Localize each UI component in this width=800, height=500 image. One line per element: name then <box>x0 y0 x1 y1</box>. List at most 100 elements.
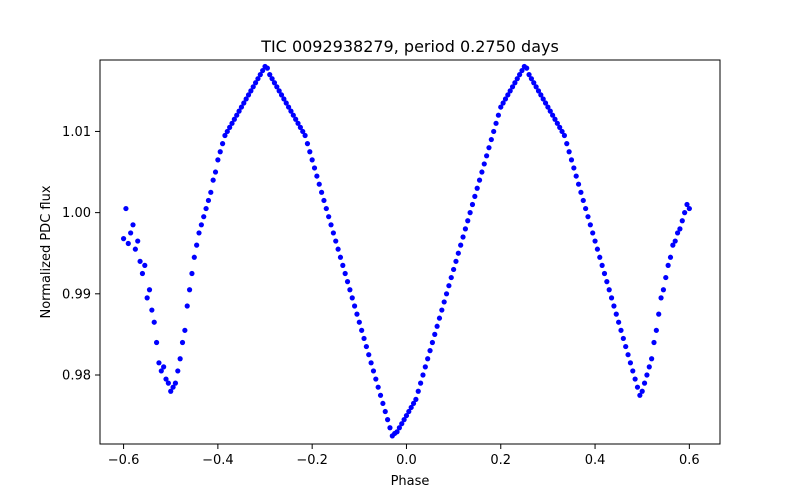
data-point <box>472 193 478 199</box>
y-tick-label: 0.99 <box>62 287 91 302</box>
data-point <box>616 319 622 325</box>
y-axis-label: Normalized PDC flux <box>39 185 54 318</box>
data-point <box>495 112 501 118</box>
data-point <box>135 238 141 244</box>
data-point <box>208 189 214 195</box>
data-point <box>146 287 153 293</box>
data-point <box>229 120 235 126</box>
data-point <box>559 128 565 135</box>
x-tick-label: 0.0 <box>396 453 417 468</box>
x-tick-label: −0.4 <box>202 453 234 468</box>
data-point <box>316 181 322 187</box>
data-point <box>486 145 492 151</box>
data-point <box>288 108 294 114</box>
y-tick-label: 0.98 <box>62 368 91 383</box>
data-point <box>314 173 320 179</box>
data-point <box>295 120 301 126</box>
data-point <box>342 270 348 277</box>
data-point <box>455 250 461 256</box>
data-point <box>177 356 183 362</box>
data-point <box>281 96 287 102</box>
data-point <box>611 303 617 309</box>
data-point <box>401 417 407 423</box>
data-point <box>139 270 146 277</box>
data-point <box>179 339 186 346</box>
data-point <box>535 88 542 94</box>
data-point <box>552 116 558 122</box>
data-point <box>210 177 216 183</box>
data-point <box>130 222 136 228</box>
data-point <box>283 100 289 106</box>
data-point <box>500 100 506 106</box>
data-point <box>481 161 487 167</box>
data-point <box>248 88 254 94</box>
data-point <box>425 356 431 362</box>
data-point <box>667 254 674 260</box>
data-point <box>413 396 419 402</box>
data-point <box>125 240 131 247</box>
x-tick-label: 0.4 <box>585 453 606 468</box>
data-point <box>446 283 452 289</box>
data-point <box>613 311 619 317</box>
data-point <box>151 319 157 325</box>
data-point <box>344 279 351 285</box>
data-point <box>422 364 428 370</box>
data-point <box>347 287 353 293</box>
data-point <box>271 80 278 86</box>
data-point <box>592 238 598 244</box>
data-point <box>302 132 308 139</box>
data-point <box>637 392 643 398</box>
data-point <box>491 128 497 135</box>
data-point <box>507 88 513 94</box>
data-point <box>651 339 657 346</box>
data-point <box>285 104 292 110</box>
y-tick-label: 1.00 <box>62 206 91 221</box>
data-point <box>158 368 164 374</box>
data-point <box>123 205 129 212</box>
data-point <box>137 258 143 264</box>
data-point <box>663 274 669 281</box>
data-point <box>571 165 577 171</box>
data-point <box>219 141 226 147</box>
data-point <box>408 404 414 411</box>
data-point <box>293 116 299 122</box>
data-point <box>672 238 678 244</box>
data-point <box>443 291 450 297</box>
data-point <box>182 327 188 333</box>
data-point <box>290 112 296 118</box>
data-point <box>512 80 518 86</box>
data-point <box>656 311 662 317</box>
data-point <box>587 222 593 228</box>
data-point <box>354 311 360 317</box>
data-point <box>474 185 480 191</box>
data-point <box>128 230 134 236</box>
data-point <box>467 210 473 216</box>
data-point <box>326 214 332 220</box>
data-point <box>267 72 273 78</box>
data-point <box>519 67 525 74</box>
data-point <box>387 425 393 431</box>
data-point <box>165 380 171 386</box>
data-point <box>554 120 560 126</box>
data-point <box>406 408 412 415</box>
y-axis-ticks: 0.98 0.99 1.00 1.01 <box>62 125 100 383</box>
data-point <box>410 400 417 407</box>
data-point <box>260 67 266 74</box>
data-point <box>564 141 570 147</box>
x-tick-label: 0.6 <box>679 453 700 468</box>
data-point <box>538 92 544 98</box>
data-point <box>330 230 336 236</box>
data-point <box>575 181 582 187</box>
data-point <box>658 295 664 301</box>
data-point <box>311 165 318 171</box>
data-point <box>660 287 667 293</box>
data-point <box>217 149 223 155</box>
data-point <box>646 364 652 370</box>
data-point <box>241 100 247 106</box>
data-point <box>460 234 466 240</box>
data-point <box>568 157 575 163</box>
data-point <box>561 132 568 139</box>
data-point <box>566 149 572 155</box>
data-point <box>366 352 372 358</box>
data-point <box>340 262 346 268</box>
